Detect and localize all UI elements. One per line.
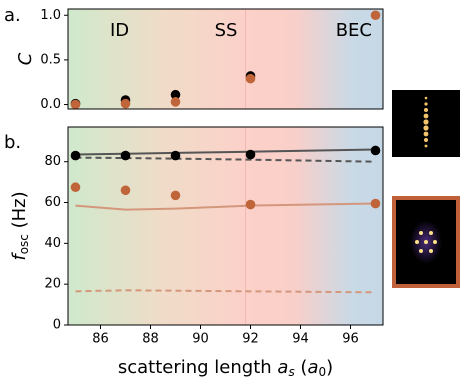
- x-axis-label: scattering length as (a0): [118, 357, 333, 379]
- y-axis-label: fosc (Hz): [9, 191, 31, 260]
- data-point: [370, 10, 381, 21]
- fit-line: [75, 289, 376, 294]
- y-tick-label: 60: [44, 195, 61, 210]
- x-tick-label: 86: [92, 332, 109, 347]
- data-point: [170, 97, 181, 107]
- y-tick-label: 0.0: [40, 97, 61, 112]
- y-tick-label: 0: [53, 318, 61, 333]
- x-tick-label: 94: [292, 332, 309, 347]
- x-tick-label: 92: [242, 332, 259, 347]
- axes-frame: [67, 126, 384, 326]
- y-tick-label: 80: [44, 154, 61, 169]
- data-point: [120, 185, 131, 196]
- region-label: SS: [215, 20, 238, 41]
- label-part: 0: [318, 365, 326, 379]
- y-tick-label: 1.0: [40, 8, 61, 23]
- plot-background: [68, 9, 383, 109]
- data-point: [170, 89, 181, 100]
- data-point: [370, 198, 381, 209]
- label-part: ): [326, 357, 333, 378]
- label-part: scattering length: [118, 357, 278, 378]
- label-part: s: [288, 365, 294, 379]
- data-point: [245, 149, 256, 160]
- fit-line: [75, 202, 376, 211]
- x-tick-label: 90: [192, 332, 209, 347]
- label-part: a: [277, 357, 288, 378]
- data-point: [170, 150, 181, 161]
- data-point: [370, 145, 381, 156]
- data-point: [170, 190, 181, 201]
- panel-label: a.: [4, 5, 21, 26]
- y-tick-label: 20: [44, 277, 61, 292]
- inset-ss: [392, 196, 460, 288]
- data-point: [245, 199, 256, 210]
- label-part: (: [295, 357, 308, 378]
- y-tick-label: 40: [44, 236, 61, 251]
- label-part: (Hz): [9, 191, 30, 234]
- x-tick-label: 96: [342, 332, 359, 347]
- region-label: BEC: [336, 20, 372, 41]
- axes-frame: [67, 8, 384, 110]
- data-point: [245, 73, 256, 84]
- y-axis-label: C: [15, 52, 36, 65]
- x-tick-label: 88: [142, 332, 159, 347]
- inset-bec: [392, 90, 460, 157]
- data-point: [70, 182, 81, 193]
- label-part: osc: [17, 234, 31, 254]
- region-label: ID: [110, 20, 129, 41]
- label-part: f: [9, 252, 30, 261]
- data-point: [120, 150, 131, 161]
- panel-label: b.: [4, 132, 21, 153]
- data-point: [120, 98, 131, 109]
- label-part: a: [307, 357, 318, 378]
- plot-background: [68, 127, 383, 325]
- data-point: [70, 150, 81, 161]
- data-point: [70, 99, 81, 110]
- y-tick-label: 0.5: [40, 52, 61, 67]
